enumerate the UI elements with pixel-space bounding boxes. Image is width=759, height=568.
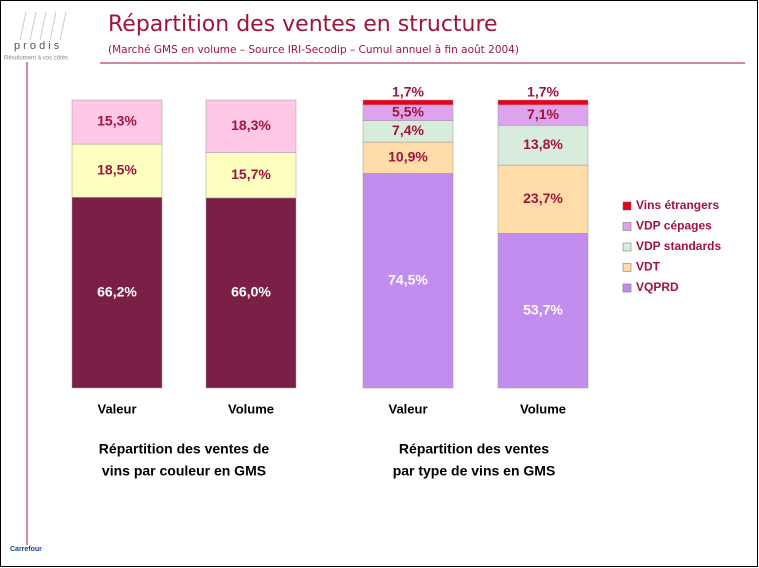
legend-swatch [622, 201, 632, 211]
legend-swatch [622, 283, 632, 293]
bar-segment [497, 233, 589, 389]
logo: p r o d i s [14, 40, 60, 52]
legend-swatch [622, 263, 632, 272]
slide-subtitle: (Marché GMS en volume – Source IRI-Secod… [108, 44, 519, 56]
value-label: 7,1% [527, 106, 559, 122]
bar-segment [497, 99, 589, 106]
value-label: 18,3% [231, 117, 271, 133]
value-label: 13,8% [523, 136, 563, 152]
bar-segment [71, 99, 163, 145]
value-label: 53,7% [523, 301, 563, 317]
legend-swatch [622, 242, 632, 252]
legend-label: VQPRD [636, 280, 679, 294]
value-label: 7,4% [392, 122, 424, 138]
bar-segment [205, 152, 297, 199]
footer-logo: Carrefour [10, 546, 42, 553]
legend-label: VDP standards [636, 239, 721, 253]
value-label: 23,7% [523, 190, 563, 206]
bar-segment [362, 99, 454, 106]
value-label: 66,2% [97, 283, 137, 299]
bar-segment [497, 125, 589, 166]
value-label: 1,7% [527, 84, 559, 100]
bar-segment [71, 143, 163, 198]
bar-segment [205, 197, 297, 389]
chart-title: Répartition des ventes [399, 441, 549, 457]
x-tick-label: Volume [228, 401, 274, 416]
logo-lines [19, 11, 67, 41]
legend-label: VDT [636, 260, 661, 274]
bar-segment [205, 99, 297, 153]
x-tick-label: Volume [520, 401, 566, 416]
tagline: Résolument à vos côtés [4, 56, 68, 62]
value-label: 5,5% [392, 104, 424, 120]
chart-title: par type de vins en GMS [393, 463, 556, 479]
value-label: 1,7% [392, 84, 424, 100]
value-label: 74,5% [388, 271, 428, 287]
chart-title: vins par couleur en GMS [102, 463, 266, 479]
bar-segment [71, 197, 163, 389]
value-label: 66,0% [231, 284, 271, 300]
value-label: 15,3% [97, 113, 137, 129]
value-label: 18,5% [97, 161, 137, 177]
legend-swatch [622, 222, 632, 231]
legend-label: VDP cépages [636, 219, 712, 233]
value-label: 15,7% [231, 166, 271, 182]
bar-segment [362, 141, 454, 174]
x-tick-label: Valeur [388, 401, 427, 416]
slide-title: Répartition des ventes en structure [108, 12, 498, 37]
bar-segment [362, 173, 454, 389]
x-tick-label: Valeur [97, 401, 136, 416]
value-label: 10,9% [388, 148, 428, 164]
chart-title: Répartition des ventes de [99, 441, 270, 457]
legend-label: Vins étrangers [636, 198, 719, 212]
